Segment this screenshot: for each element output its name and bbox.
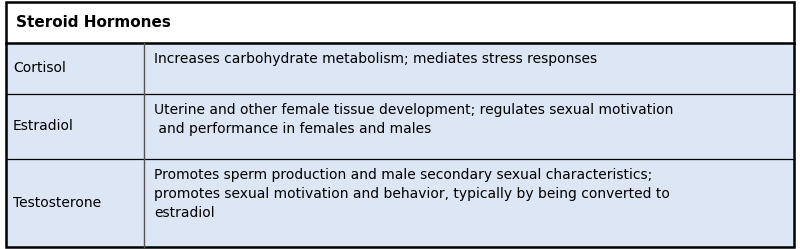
Text: Uterine and other female tissue development; regulates sexual motivation
 and pe: Uterine and other female tissue developm…	[154, 104, 673, 136]
Text: Promotes sperm production and male secondary sexual characteristics;
promotes se: Promotes sperm production and male secon…	[154, 168, 670, 220]
FancyBboxPatch shape	[6, 2, 794, 43]
FancyBboxPatch shape	[6, 43, 794, 94]
FancyBboxPatch shape	[6, 159, 794, 247]
Text: Testosterone: Testosterone	[13, 195, 101, 210]
FancyBboxPatch shape	[6, 94, 794, 159]
Text: Cortisol: Cortisol	[13, 61, 66, 75]
Text: Estradiol: Estradiol	[13, 119, 74, 133]
Text: Increases carbohydrate metabolism; mediates stress responses: Increases carbohydrate metabolism; media…	[154, 52, 597, 66]
Text: Steroid Hormones: Steroid Hormones	[16, 15, 171, 30]
